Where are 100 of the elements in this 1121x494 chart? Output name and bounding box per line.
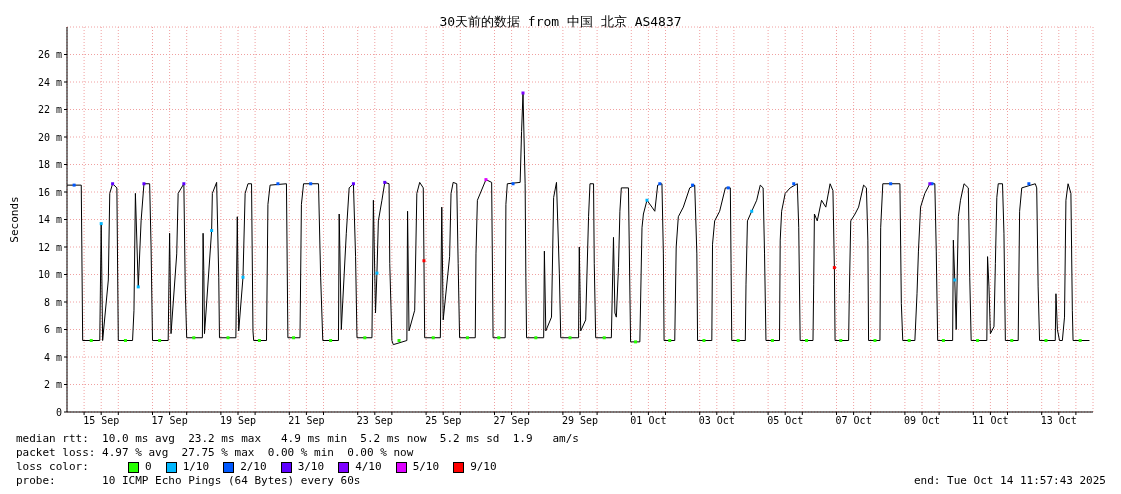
x-tick-label: 01 Oct [630,415,667,427]
legend-label: 4/10 [355,460,382,474]
point [770,339,774,342]
point [941,339,945,342]
point [497,336,501,340]
y-tick-label: 4 m [43,351,62,363]
point [907,339,911,342]
point [363,336,367,340]
point [375,271,379,275]
point [658,182,662,186]
text: median rtt: 10.0 ms avg 23.2 ms max 4.9 ms min 5.2 ms now 5.2 ms sd 1.9 am/s [16,432,580,446]
point [511,182,515,186]
x-tick-label: 07 Oct [835,415,872,427]
point [726,186,730,190]
y-tick-label: 26 m [37,49,62,61]
point [123,339,127,342]
legend-label: 5/10 [412,460,440,474]
x-tick-label: 29 Sep [561,415,599,427]
point [645,198,649,202]
point [792,182,796,186]
y-tick-label: 2 m [43,379,62,391]
x-tick-label: 21 Sep [288,415,325,427]
point [309,182,313,186]
point [383,180,387,184]
point [1010,339,1014,342]
legend-label: 0 [145,460,152,474]
x-tick-label: 23 Sep [356,415,393,427]
chart-title: 30天前的数据 from 中国 北京 AS4837 [438,13,683,31]
point [832,266,836,270]
x-tick-label: 03 Oct [698,415,735,427]
y-tick-label: 22 m [37,104,62,116]
point [465,336,469,340]
point [142,182,146,186]
point [257,339,261,342]
y-tick-label: 14 m [37,214,62,226]
point [182,182,186,186]
point [276,182,280,186]
point [953,278,957,282]
x-tick-label: 15 Sep [83,415,120,427]
x-tick-label: 05 Oct [767,415,804,427]
point [702,339,706,342]
legend-label: 2/10 [240,460,267,474]
text: packet loss: 4.97 % avg 27.75 % max 0.00 % min 0.00 % now [16,446,415,460]
y-tick-label: 20 m [37,131,62,143]
text: probe: 10 ICMP Echo Pings (64 Bytes) every 60s [16,474,361,488]
x-tick-label: 19 Sep [219,415,257,427]
point [805,339,809,342]
point [72,183,76,187]
point [521,91,525,95]
point [136,285,140,289]
point [422,259,426,263]
point [976,339,980,342]
point [192,336,196,340]
y-tick-label: 10 m [37,269,62,281]
point [99,222,103,226]
y-tick-label: 16 m [37,186,62,198]
point [568,336,572,340]
x-tick-label: 17 Sep [151,415,188,427]
text: end: Tue Oct 14 11:57:43 2025 [913,474,1106,488]
point [397,339,401,342]
legend-label: 3/10 [297,460,325,474]
point [210,229,214,232]
point [89,339,93,342]
point [602,336,606,340]
point [158,339,162,342]
point [691,183,695,187]
point [431,336,435,340]
point [668,339,672,342]
y-tick-label: 6 m [43,324,62,336]
x-tick-label: 25 Sep [425,415,462,427]
point [111,182,115,186]
point [351,182,355,186]
y-tick-label: 18 m [37,159,62,171]
point [873,339,877,342]
point [634,340,638,344]
y-tick-label: 24 m [37,76,62,88]
x-tick-label: 27 Sep [493,415,530,427]
point [226,336,230,340]
x-tick-label: 11 Oct [972,415,1009,427]
point [241,275,245,279]
point [1027,182,1031,186]
legend-label: 1/10 [182,460,210,474]
y-tick-label: 8 m [43,296,62,308]
point [736,339,740,342]
point [292,336,296,340]
point [329,339,333,342]
y-axis-title: Seconds [7,196,21,243]
legend-label: 9/10 [470,460,497,474]
point [1044,339,1048,342]
y-tick-label: 12 m [37,241,62,253]
x-tick-label: 13 Oct [1040,415,1077,427]
legend-title: loss color: [16,460,90,474]
x-tick-label: 09 Oct [903,415,941,427]
point [839,339,843,342]
point [750,209,754,213]
point [484,178,488,182]
y-tick-label: 0 [55,406,62,418]
point [889,182,893,186]
point [1078,339,1082,342]
point [534,336,538,340]
